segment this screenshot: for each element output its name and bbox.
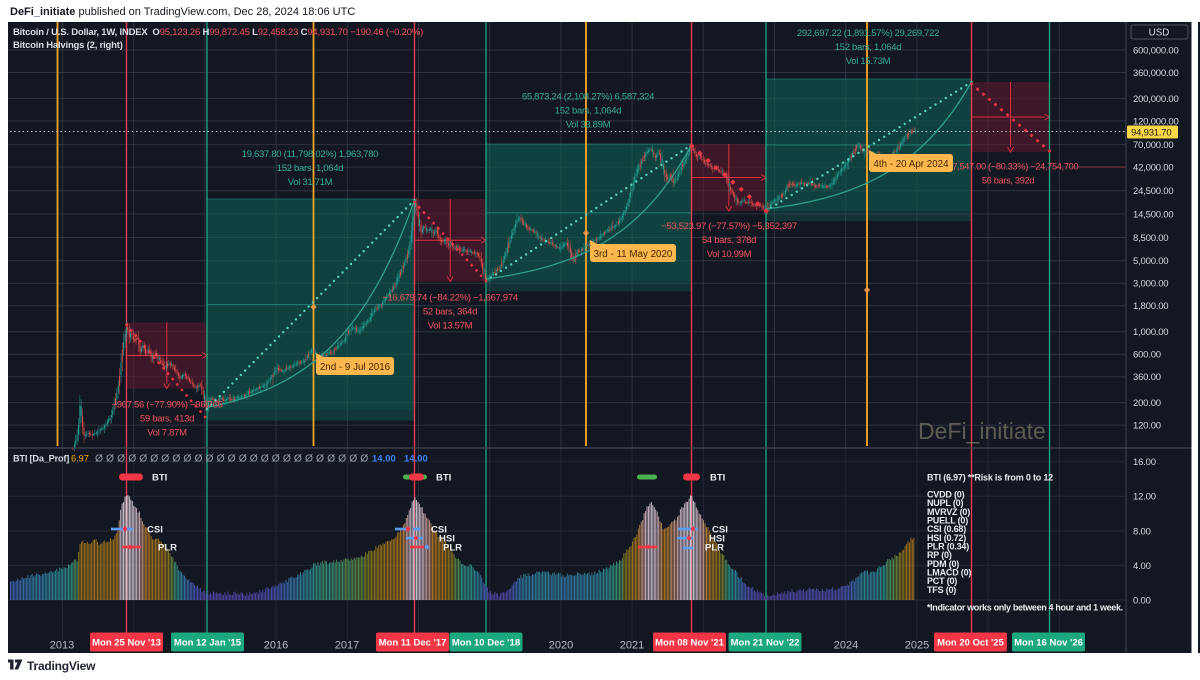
svg-text:2nd - 9 Jul 2016: 2nd - 9 Jul 2016 — [320, 362, 391, 373]
svg-text:14.00: 14.00 — [372, 454, 396, 465]
svg-text:PLR: PLR — [705, 543, 724, 554]
svg-text:3,000.00: 3,000.00 — [1133, 279, 1168, 290]
svg-text:292,697.22 (1,891.57%) 29,269,: 292,697.22 (1,891.57%) 29,269,722 — [797, 28, 939, 39]
svg-text:Mon 12 Jan '15: Mon 12 Jan '15 — [174, 638, 242, 649]
svg-text:14,500.00: 14,500.00 — [1133, 209, 1173, 220]
svg-text:Mon 11 Dec '17: Mon 11 Dec '17 — [379, 638, 447, 649]
svg-text:*Indicator works only between: *Indicator works only between 4 hour and… — [927, 603, 1123, 613]
svg-text:Mon 16 Nov '26: Mon 16 Nov '26 — [1014, 638, 1083, 649]
svg-text:54 bars, 378d: 54 bars, 378d — [702, 235, 756, 246]
svg-text:PLR: PLR — [158, 543, 177, 554]
svg-text:12.00: 12.00 — [1133, 492, 1156, 503]
svg-text:2017: 2017 — [335, 640, 359, 652]
svg-text:MVRVZ (0): MVRVZ (0) — [927, 507, 970, 517]
svg-text:152 bars, 1,064d: 152 bars, 1,064d — [835, 42, 902, 53]
svg-text:120.00: 120.00 — [1133, 421, 1161, 432]
svg-text:65,873.24 (2,108.27%) 6,587,32: 65,873.24 (2,108.27%) 6,587,324 — [522, 92, 654, 103]
svg-text:PUELL (0): PUELL (0) — [927, 516, 968, 526]
svg-text:Vol 15.73M: Vol 15.73M — [846, 56, 891, 67]
svg-text:600,000.00: 600,000.00 — [1133, 45, 1179, 56]
svg-text:5,000.00: 5,000.00 — [1133, 256, 1168, 267]
svg-text:PLR (0.34): PLR (0.34) — [927, 542, 969, 552]
svg-text:BTI (6.97) **Risk is from 0 to: BTI (6.97) **Risk is from 0 to 12 — [927, 472, 1053, 482]
svg-text:4th - 20 Apr 2024: 4th - 20 Apr 2024 — [873, 159, 949, 170]
svg-text:360.00: 360.00 — [1133, 372, 1161, 383]
svg-text:Bitcoin / U.S. Dollar, 1W, IND: Bitcoin / U.S. Dollar, 1W, INDEX O95,123… — [13, 27, 423, 38]
svg-text:14.00: 14.00 — [404, 454, 428, 465]
svg-text:200,000.00: 200,000.00 — [1133, 94, 1179, 105]
svg-text:PLR: PLR — [443, 543, 462, 554]
svg-text:−16,679.74 (−84.22%) −1,667,97: −16,679.74 (−84.22%) −1,667,974 — [382, 293, 518, 304]
svg-text:HSI: HSI — [709, 534, 725, 545]
svg-text:8,500.00: 8,500.00 — [1133, 233, 1168, 244]
svg-text:1,800.00: 1,800.00 — [1133, 301, 1168, 312]
svg-text:−237,547.00 (−80.33%) −24,754,: −237,547.00 (−80.33%) −24,754,700 — [938, 162, 1079, 172]
svg-text:BTI: BTI — [152, 473, 167, 484]
svg-text:56 bars, 392d: 56 bars, 392d — [982, 176, 1034, 186]
svg-text:CSI: CSI — [431, 525, 447, 536]
svg-text:16.00: 16.00 — [1133, 457, 1156, 468]
svg-text:BTI [Da_Prof]: BTI [Da_Prof] — [13, 454, 69, 464]
svg-text:DeFi_initiate published on Tra: DeFi_initiate published on TradingView.c… — [10, 6, 355, 18]
svg-text:Vol 7.87M: Vol 7.87M — [147, 428, 187, 439]
svg-text:Mon 10 Dec '18: Mon 10 Dec '18 — [452, 638, 520, 649]
svg-text:Vol 13.57M: Vol 13.57M — [428, 321, 473, 332]
svg-text:TradingView: TradingView — [27, 659, 96, 673]
svg-text:2025: 2025 — [905, 640, 929, 652]
svg-text:Vol 31.71M: Vol 31.71M — [288, 177, 333, 188]
svg-text:TFS (0): TFS (0) — [927, 585, 956, 595]
svg-text:CSI: CSI — [147, 525, 163, 536]
svg-text:USD: USD — [1149, 28, 1170, 39]
svg-text:152 bars, 1,064d: 152 bars, 1,064d — [277, 163, 344, 174]
svg-text:BTI: BTI — [710, 473, 725, 484]
svg-text:−53,523.97 (−77.57%) −5,352,39: −53,523.97 (−77.57%) −5,352,397 — [661, 221, 797, 232]
svg-text:Vol 33.89M: Vol 33.89M — [566, 120, 611, 131]
svg-text:2021: 2021 — [620, 640, 644, 652]
svg-text:42,000.00: 42,000.00 — [1133, 163, 1173, 174]
svg-text:HSI (0.72): HSI (0.72) — [927, 533, 966, 543]
svg-text:3rd - 11 May 2020: 3rd - 11 May 2020 — [594, 249, 673, 260]
svg-text:6.97: 6.97 — [71, 454, 89, 464]
svg-text:70,000.00: 70,000.00 — [1133, 140, 1173, 151]
svg-text:LMACD (0): LMACD (0) — [927, 568, 971, 578]
svg-text:PDM (0): PDM (0) — [927, 559, 959, 569]
svg-text:Mon 25 Nov '13: Mon 25 Nov '13 — [92, 638, 161, 649]
svg-text:HSI: HSI — [439, 534, 455, 545]
svg-text:0.00: 0.00 — [1133, 595, 1151, 606]
svg-text:8.00: 8.00 — [1133, 526, 1151, 537]
svg-text:Vol 10.99M: Vol 10.99M — [707, 249, 752, 260]
svg-text:−967.56 (−77.90%) −96,766: −967.56 (−77.90%) −96,766 — [111, 400, 222, 411]
svg-text:Mon 20 Oct '25: Mon 20 Oct '25 — [937, 638, 1004, 649]
svg-text:CVDD (0): CVDD (0) — [927, 490, 965, 500]
svg-text:24,500.00: 24,500.00 — [1133, 186, 1173, 197]
svg-text:NUPL (0): NUPL (0) — [927, 498, 963, 508]
svg-text:4.00: 4.00 — [1133, 561, 1151, 572]
svg-text:2024: 2024 — [834, 640, 858, 652]
svg-text:BTI: BTI — [436, 473, 451, 484]
svg-text:19,637.80 (11,798.02%) 1,963,7: 19,637.80 (11,798.02%) 1,963,780 — [242, 149, 379, 160]
svg-text:Mon 08 Nov '21: Mon 08 Nov '21 — [655, 638, 724, 649]
svg-text:1,000.00: 1,000.00 — [1133, 327, 1168, 338]
svg-text:Mon 21 Nov '22: Mon 21 Nov '22 — [731, 638, 800, 649]
svg-text:59 bars, 413d: 59 bars, 413d — [140, 414, 194, 425]
svg-text:94,931.70: 94,931.70 — [1131, 128, 1171, 139]
svg-text:2016: 2016 — [264, 640, 288, 652]
svg-text:DeFi_initiate: DeFi_initiate — [918, 418, 1046, 444]
svg-text:2020: 2020 — [549, 640, 573, 652]
svg-text:360,000.00: 360,000.00 — [1133, 68, 1179, 79]
svg-text:CSI: CSI — [712, 525, 728, 536]
svg-text:CSI (0.68): CSI (0.68) — [927, 524, 966, 534]
svg-text:600.00: 600.00 — [1133, 350, 1161, 361]
svg-text:2013: 2013 — [50, 640, 74, 652]
svg-text:52 bars, 364d: 52 bars, 364d — [423, 307, 477, 318]
svg-text:200.00: 200.00 — [1133, 398, 1161, 409]
svg-text:PCT (0): PCT (0) — [927, 576, 957, 586]
svg-text:RP (0): RP (0) — [927, 550, 952, 560]
svg-text:152 bars, 1,064d: 152 bars, 1,064d — [555, 106, 622, 117]
svg-text:120,000.00: 120,000.00 — [1133, 116, 1179, 127]
svg-text:Bitcoin Halvings (2, right): Bitcoin Halvings (2, right) — [13, 40, 123, 51]
